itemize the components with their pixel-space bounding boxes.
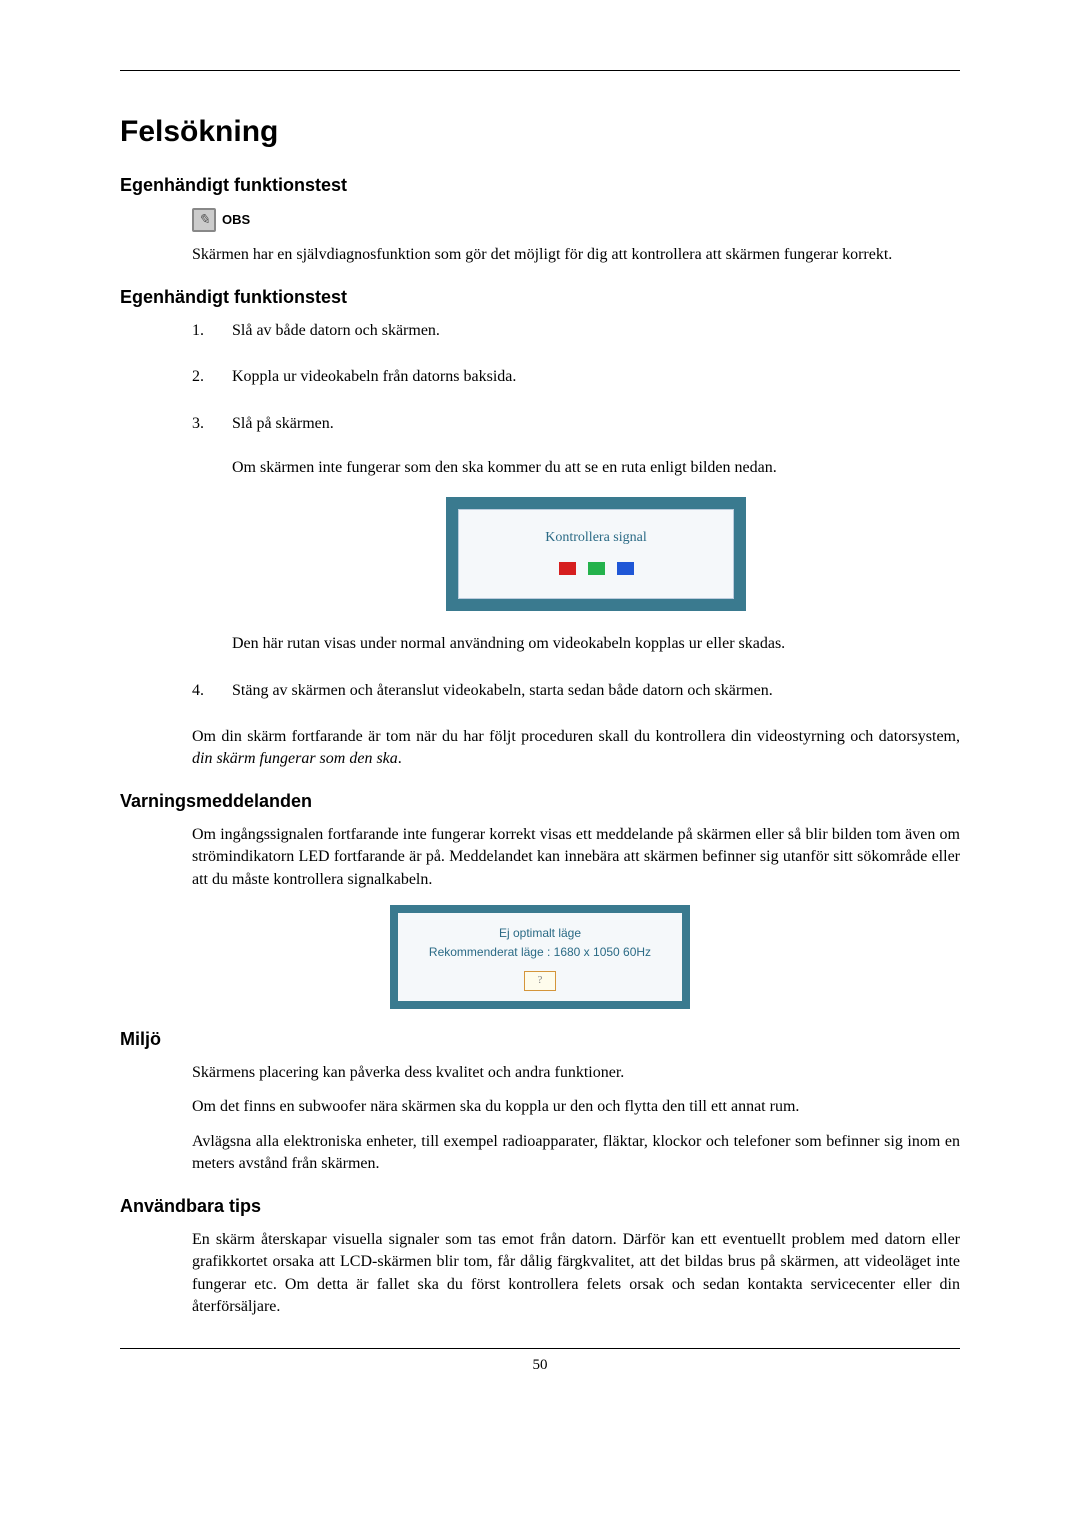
intro-paragraph: Skärmen har en självdiagnosfunktion som … — [192, 244, 960, 266]
closing-text: Om din skärm fortfarande är tom när du h… — [192, 728, 960, 745]
section-heading: Miljö — [120, 1027, 960, 1052]
signal-dialog: Kontrollera signal — [446, 497, 746, 611]
dialog-inner: Ej optimalt läge Rekommenderat läge : 16… — [398, 913, 682, 1001]
page-number: 50 — [120, 1355, 960, 1376]
bottom-rule — [120, 1348, 960, 1349]
list-text: Koppla ur videokabeln från datorns baksi… — [232, 366, 960, 388]
color-squares — [469, 560, 723, 582]
env-paragraph: Skärmens placering kan påverka dess kval… — [192, 1062, 960, 1084]
step-sub: Om skärmen inte fungerar som den ska kom… — [232, 457, 960, 479]
list-number: 4. — [192, 680, 210, 702]
closing-end: . — [398, 750, 402, 767]
list-number: 2. — [192, 366, 210, 388]
section-heading: Varningsmeddelanden — [120, 789, 960, 814]
ordered-list: 1. Slå av både datorn och skärmen. 2. Ko… — [192, 320, 960, 702]
note-row: ✎ OBS — [192, 208, 960, 232]
color-square-blue — [617, 562, 634, 575]
section-heading: Egenhändigt funktionstest — [120, 173, 960, 198]
list-item: 4. Stäng av skärmen och återanslut video… — [192, 680, 960, 702]
color-square-red — [559, 562, 576, 575]
dialog-outer: Ej optimalt läge Rekommenderat läge : 16… — [390, 905, 690, 1009]
warning-paragraph: Om ingångssignalen fortfarande inte fung… — [192, 824, 960, 891]
section-heading: Användbara tips — [120, 1194, 960, 1219]
color-square-green — [588, 562, 605, 575]
list-item: 3. Slå på skärmen. Om skärmen inte funge… — [192, 413, 960, 656]
closing-italic: din skärm fungerar som den ska — [192, 750, 398, 767]
list-item: 1. Slå av både datorn och skärmen. — [192, 320, 960, 342]
note-icon: ✎ — [192, 208, 216, 232]
mode-dialog: Ej optimalt läge Rekommenderat läge : 16… — [390, 905, 690, 1009]
list-text: Stäng av skärmen och återanslut videokab… — [232, 680, 960, 702]
step-text: Slå på skärmen. — [232, 415, 334, 432]
env-paragraph: Avlägsna alla elektroniska enheter, till… — [192, 1131, 960, 1176]
dialog-text: Kontrollera signal — [469, 528, 723, 548]
dialog-inner: Kontrollera signal — [458, 509, 734, 599]
tips-paragraph: En skärm återskapar visuella signaler so… — [192, 1229, 960, 1319]
list-text: Slå på skärmen. Om skärmen inte fungerar… — [232, 413, 960, 656]
closing-paragraph: Om din skärm fortfarande är tom när du h… — [192, 726, 960, 771]
env-paragraph: Om det finns en subwoofer nära skärmen s… — [192, 1096, 960, 1118]
note-label: OBS — [222, 211, 250, 229]
document-page: Felsökning Egenhändigt funktionstest ✎ O… — [0, 0, 1080, 1527]
dialog-card: ? — [524, 971, 556, 991]
list-item: 2. Koppla ur videokabeln från datorns ba… — [192, 366, 960, 388]
list-number: 1. — [192, 320, 210, 342]
top-rule — [120, 70, 960, 71]
page-title: Felsökning — [120, 111, 960, 153]
section-heading: Egenhändigt funktionstest — [120, 285, 960, 310]
list-text: Slå av både datorn och skärmen. — [232, 320, 960, 342]
dialog-line1: Ej optimalt läge — [404, 925, 676, 942]
dialog-outer: Kontrollera signal — [446, 497, 746, 611]
list-number: 3. — [192, 413, 210, 656]
dialog-line2: Rekommenderat läge : 1680 x 1050 60Hz — [404, 944, 676, 961]
step-after: Den här rutan visas under normal användn… — [232, 633, 960, 655]
